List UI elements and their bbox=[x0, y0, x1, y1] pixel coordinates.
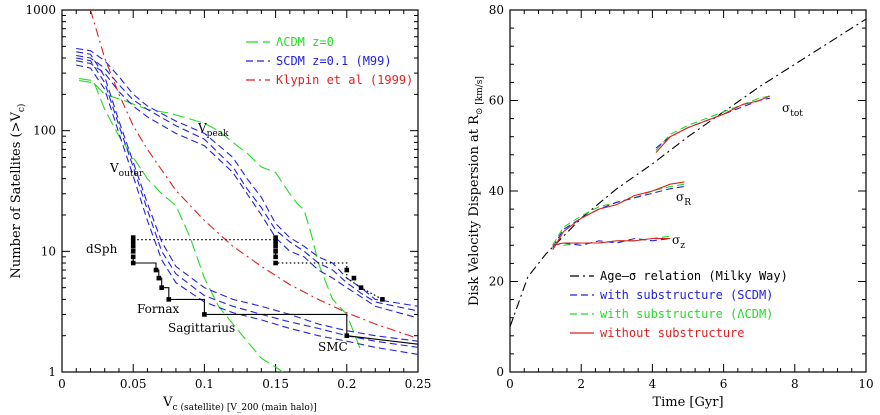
data-marker bbox=[130, 249, 136, 254]
x-tick-label: 0.15 bbox=[262, 377, 289, 391]
data-marker bbox=[351, 275, 357, 281]
series-line bbox=[552, 185, 685, 248]
left-chart: 0 0.05 0.1 0.15 0.2 0.25 1 10 100 1000 Vc (satelli… bbox=[9, 3, 431, 413]
data-marker bbox=[130, 244, 136, 249]
legend-label: ΛCDM z=0 bbox=[276, 35, 334, 49]
y-tick-label: 1000 bbox=[25, 3, 56, 17]
legend: Age–σ relation (Milky Way) with substruct… bbox=[570, 269, 788, 340]
x-tick-label: 0 bbox=[506, 377, 514, 391]
legend-label: with substructure (ΛCDM) bbox=[600, 307, 773, 321]
x-tick-label: 6 bbox=[720, 377, 728, 391]
y-tick-label: 80 bbox=[489, 3, 504, 17]
legend: ΛCDM z=0 SCDM z=0.1 (M99) Klypin et al (19… bbox=[246, 35, 413, 87]
x-tick-label: 0.25 bbox=[405, 377, 432, 391]
annotation: Sagittarius bbox=[168, 321, 235, 335]
y-tick-label: 60 bbox=[489, 94, 504, 108]
series-group bbox=[510, 18, 866, 327]
x-axis-title: Time [Gyr] bbox=[652, 395, 723, 410]
legend-label: with substructure (SCDM) bbox=[600, 288, 773, 302]
data-marker bbox=[273, 244, 278, 249]
data-marker bbox=[358, 285, 364, 290]
annotation: Vouter bbox=[109, 161, 144, 179]
series-line bbox=[133, 239, 383, 300]
x-tick-label: 0.2 bbox=[337, 377, 356, 391]
data-marker bbox=[273, 254, 278, 260]
y-tick-label: 1 bbox=[48, 365, 56, 379]
legend-label: without substructure bbox=[600, 326, 745, 340]
x-tick-label: 8 bbox=[791, 377, 799, 391]
data-marker bbox=[153, 267, 159, 273]
legend-label: Age–σ relation (Milky Way) bbox=[600, 269, 788, 283]
series-line bbox=[655, 95, 771, 153]
data-marker bbox=[156, 275, 162, 281]
data-marker bbox=[344, 267, 350, 273]
y-tick-label: 10 bbox=[41, 244, 56, 258]
data-marker bbox=[159, 285, 164, 290]
x-axis-title: Vc (satellite) [V_200 (main halo)] bbox=[162, 395, 317, 413]
series-line bbox=[89, 10, 418, 339]
data-marker bbox=[273, 235, 278, 240]
x-tick-label: 4 bbox=[649, 377, 657, 391]
data-marker bbox=[273, 249, 278, 254]
series-line bbox=[76, 54, 418, 312]
series-line bbox=[510, 18, 866, 327]
y-axis-title: Number of Satellites (>Vc) bbox=[9, 104, 27, 279]
series-line bbox=[76, 60, 418, 319]
x-tick-label: 0.1 bbox=[195, 377, 214, 391]
series-line bbox=[552, 237, 671, 246]
x-tick-label: 10 bbox=[858, 377, 873, 391]
annotation: σz bbox=[672, 233, 685, 251]
series-line bbox=[76, 51, 418, 342]
series-line bbox=[79, 80, 362, 351]
data-marker bbox=[130, 235, 136, 240]
data-marker bbox=[344, 333, 350, 338]
annotation: Fornax bbox=[137, 302, 180, 316]
right-chart: 0 2 4 6 8 10 0 20 40 60 80 Time [Gyr] Disk Velocity … bbox=[467, 3, 874, 410]
x-tick-label: 2 bbox=[577, 377, 585, 391]
y-tick-label: 100 bbox=[33, 124, 56, 138]
series-line bbox=[76, 64, 418, 355]
y-tick-label: 40 bbox=[489, 184, 504, 198]
data-marker bbox=[202, 312, 207, 317]
annotation: SMC bbox=[318, 340, 348, 354]
y-tick-label: 20 bbox=[489, 275, 504, 289]
series-line bbox=[655, 97, 771, 149]
annotation: σtot bbox=[782, 101, 803, 119]
series-line bbox=[79, 78, 284, 372]
annotation: Vpeak bbox=[197, 121, 229, 139]
legend-label: SCDM z=0.1 (M99) bbox=[276, 54, 392, 68]
data-marker bbox=[130, 260, 136, 266]
y-axis-title: Disk Velocity Dispersion at R⊙ [km/s] bbox=[467, 76, 485, 306]
data-marker bbox=[273, 260, 278, 266]
series-line bbox=[552, 181, 685, 251]
annotation: σR bbox=[676, 190, 691, 208]
series-line bbox=[552, 183, 685, 246]
x-tick-label: 0 bbox=[58, 377, 66, 391]
annotation: dSph bbox=[86, 242, 118, 256]
data-marker bbox=[273, 239, 278, 245]
data-marker bbox=[130, 239, 136, 245]
series-line bbox=[76, 47, 418, 307]
legend-label: Klypin et al (1999) bbox=[276, 73, 413, 87]
data-marker bbox=[130, 254, 136, 260]
series-group bbox=[76, 10, 418, 372]
data-marker bbox=[380, 297, 385, 302]
x-tick-label: 0.05 bbox=[120, 377, 147, 391]
y-tick-label: 0 bbox=[496, 365, 504, 379]
data-marker bbox=[166, 297, 172, 302]
plot-frame bbox=[61, 9, 419, 373]
series-line bbox=[655, 95, 771, 151]
